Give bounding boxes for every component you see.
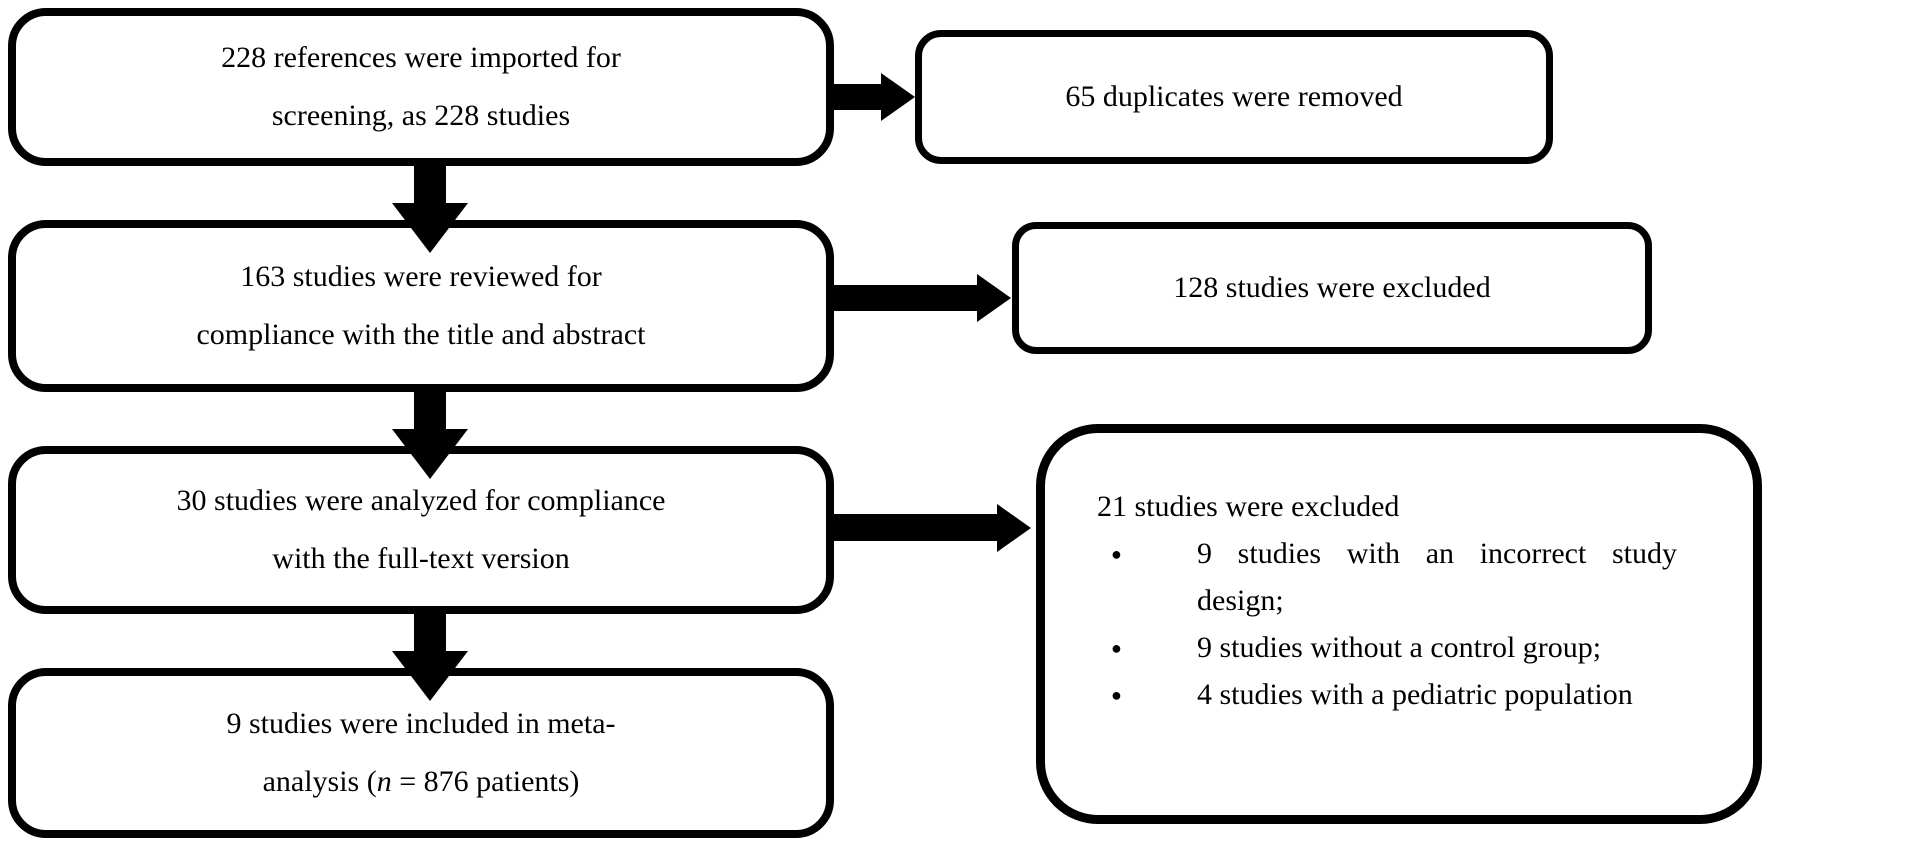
- box-text: 65 duplicates were removed: [922, 68, 1546, 127]
- box-text-line: 128 studies were excluded: [1173, 270, 1491, 304]
- box-text: 21 studies were excluded 9 studies with …: [1045, 433, 1753, 719]
- arrow-stem: [414, 612, 446, 652]
- arrow-head: [997, 504, 1031, 552]
- arrow-head: [881, 73, 915, 121]
- exclusion-reason-item: 4 studies with a pediatric population: [1097, 671, 1677, 719]
- box-text-line: 30 studies were analyzed for compliance: [176, 483, 666, 517]
- box-text: 228 references were imported for screeni…: [16, 29, 826, 146]
- box-text-line: compliance with the title and abstract: [196, 318, 646, 351]
- box-text-line: 228 references were imported for: [221, 40, 621, 74]
- exclusion-heading: 21 studies were excluded: [1097, 490, 1400, 523]
- exclusion-reason-item: 9 studies without a control group;: [1097, 624, 1677, 672]
- box-text-line: 163 studies were reviewed for: [240, 259, 602, 293]
- arrow-stem: [832, 514, 998, 541]
- box-text-segment: analysis (: [262, 765, 377, 798]
- flow-box-excluded-title-abstract: 128 studies were excluded: [1012, 222, 1652, 354]
- box-text-line: 9 studies were included in meta-: [226, 706, 616, 740]
- arrow-stem: [832, 84, 882, 110]
- flow-box-duplicates-removed: 65 duplicates were removed: [915, 30, 1553, 164]
- arrow-head: [392, 651, 468, 701]
- arrow-head: [392, 203, 468, 253]
- box-text-line: with the full-text version: [272, 542, 570, 575]
- box-text-line: 65 duplicates were removed: [1065, 79, 1403, 113]
- box-text-segment: = 876 patients): [391, 765, 580, 798]
- arrow-head: [392, 429, 468, 479]
- exclusion-reason-list: 9 studies with an incorrect study design…: [1097, 530, 1709, 719]
- arrow-head: [977, 274, 1011, 322]
- flow-box-excluded-fulltext: 21 studies were excluded 9 studies with …: [1036, 424, 1762, 824]
- box-text-line: analysis (n = 876 patients): [16, 753, 826, 812]
- box-text: 128 studies were excluded: [1019, 259, 1645, 318]
- box-text: 30 studies were analyzed for compliance …: [16, 472, 826, 589]
- arrow-stem: [832, 285, 978, 311]
- box-text: 9 studies were included in meta- analysi…: [16, 695, 826, 812]
- flow-box-references-imported: 228 references were imported for screeni…: [8, 8, 834, 166]
- box-text-line: screening, as 228 studies: [271, 99, 571, 132]
- box-text-italic-n: n: [376, 765, 392, 798]
- exclusion-reason-item: 9 studies with an incorrect study design…: [1097, 530, 1677, 624]
- box-text: 163 studies were reviewed for compliance…: [16, 248, 826, 365]
- arrow-stem: [414, 164, 446, 204]
- arrow-stem: [414, 390, 446, 430]
